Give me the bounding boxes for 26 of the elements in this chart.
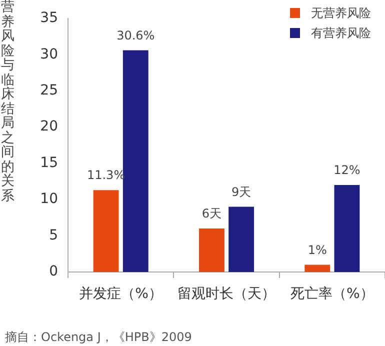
bar <box>304 264 330 272</box>
y-tick-label: 5 <box>49 227 58 244</box>
bar <box>334 185 360 272</box>
y-tick-label: 0 <box>49 264 58 280</box>
bar <box>198 228 224 272</box>
bar <box>228 206 254 272</box>
data-label: 12% <box>334 163 360 178</box>
legend-label: 无营养风险 <box>311 4 371 22</box>
data-label: 1% <box>308 242 327 257</box>
data-label: 6天 <box>202 206 222 221</box>
data-label: 9天 <box>231 184 252 199</box>
y-tick-label: 25 <box>40 82 58 98</box>
y-tick-label: 15 <box>40 154 58 171</box>
y-tick-label: 20 <box>40 118 58 135</box>
y-tick-label: 30 <box>40 46 58 62</box>
bar <box>93 190 119 272</box>
x-tick-label: 留观时长（天） <box>178 286 276 302</box>
text: 营养风险与临床结局之间的关系 <box>1 0 15 204</box>
bar <box>122 50 148 272</box>
legend-label: 有营养风险 <box>311 24 371 42</box>
y-tick-label: 10 <box>40 191 58 208</box>
x-tick-label: 并发症（%） <box>79 286 162 302</box>
text: 摘自：Ockenga J，《HPB》2009 <box>5 329 192 346</box>
data-label: 30.6% <box>116 28 155 42</box>
x-tick-label: 死亡率（%） <box>290 286 374 302</box>
y-tick-label: 35 <box>40 10 58 26</box>
